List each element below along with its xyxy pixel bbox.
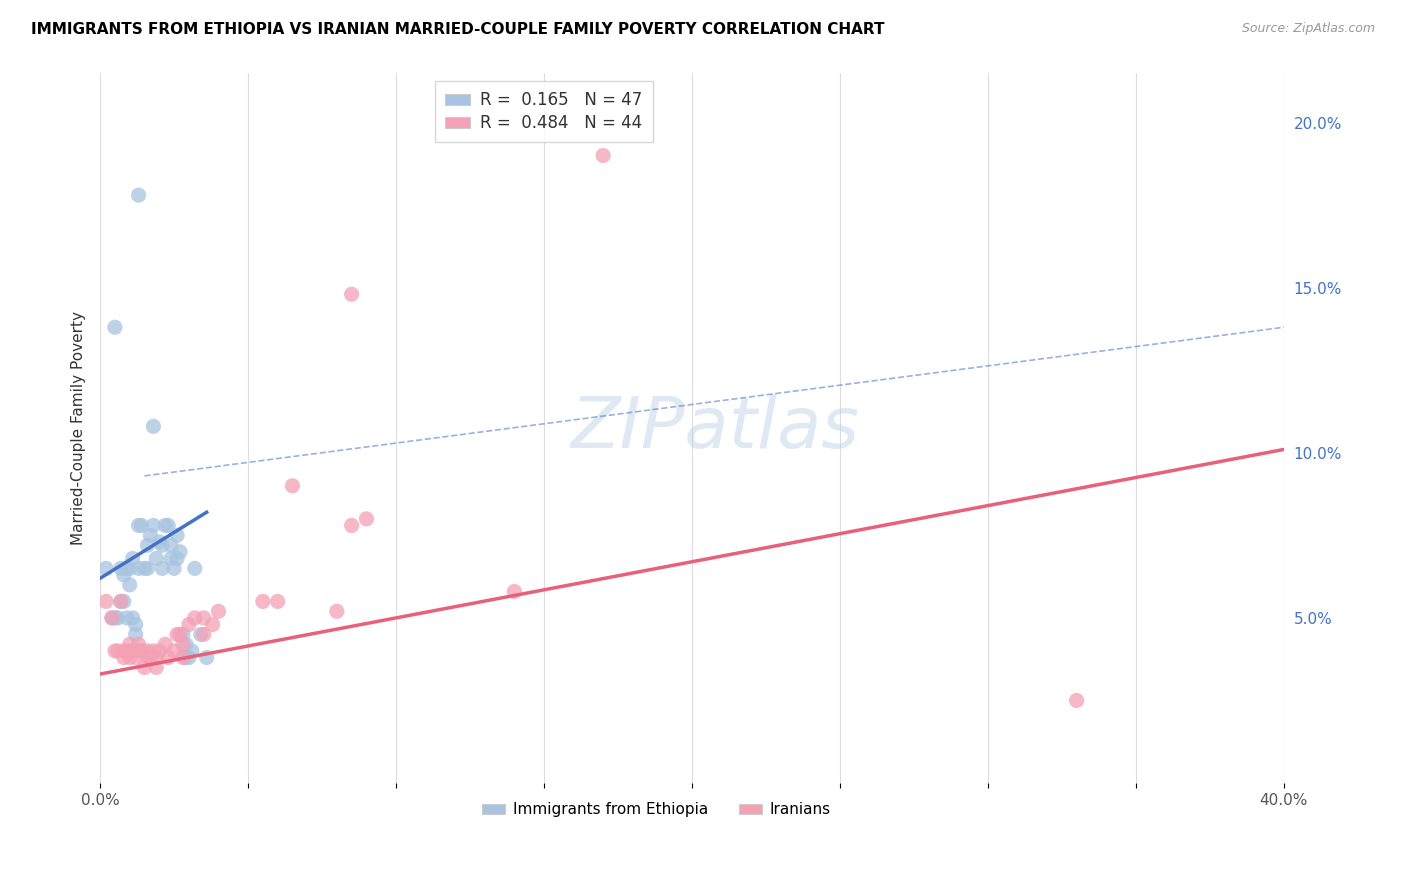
Y-axis label: Married-Couple Family Poverty: Married-Couple Family Poverty — [72, 311, 86, 545]
Point — [184, 611, 207, 625]
Point — [252, 594, 274, 608]
Point — [124, 627, 146, 641]
Point — [177, 617, 200, 632]
Point — [94, 561, 117, 575]
Point — [124, 650, 146, 665]
Point — [110, 594, 132, 608]
Point — [121, 644, 143, 658]
Point — [166, 528, 188, 542]
Point — [131, 518, 153, 533]
Point — [142, 419, 165, 434]
Point — [142, 644, 165, 658]
Point — [195, 650, 218, 665]
Point — [150, 561, 173, 575]
Point — [104, 320, 127, 334]
Point — [136, 650, 159, 665]
Point — [193, 627, 215, 641]
Point — [155, 518, 177, 533]
Point — [340, 287, 363, 301]
Point — [121, 551, 143, 566]
Point — [266, 594, 288, 608]
Legend: Immigrants from Ethiopia, Iranians: Immigrants from Ethiopia, Iranians — [475, 795, 838, 825]
Point — [174, 650, 197, 665]
Point — [157, 650, 180, 665]
Point — [207, 604, 229, 618]
Point — [326, 604, 349, 618]
Point — [136, 561, 159, 575]
Point — [112, 568, 135, 582]
Point — [139, 650, 162, 665]
Point — [128, 637, 150, 651]
Point — [166, 627, 188, 641]
Point — [340, 518, 363, 533]
Point — [131, 644, 153, 658]
Point — [281, 479, 304, 493]
Point — [145, 551, 167, 566]
Point — [142, 518, 165, 533]
Point — [128, 561, 150, 575]
Point — [155, 637, 177, 651]
Point — [157, 518, 180, 533]
Point — [163, 644, 186, 658]
Point — [148, 644, 170, 658]
Point — [115, 611, 138, 625]
Text: ZIPatlas: ZIPatlas — [571, 393, 860, 463]
Point — [139, 528, 162, 542]
Point — [136, 538, 159, 552]
Point — [172, 650, 194, 665]
Point — [136, 644, 159, 658]
Point — [193, 611, 215, 625]
Point — [118, 637, 141, 651]
Point — [356, 512, 378, 526]
Point — [160, 551, 183, 566]
Point — [121, 611, 143, 625]
Point — [184, 561, 207, 575]
Point — [118, 650, 141, 665]
Point — [124, 617, 146, 632]
Point — [172, 637, 194, 651]
Point — [145, 650, 167, 665]
Point — [145, 660, 167, 674]
Point — [503, 584, 526, 599]
Point — [177, 650, 200, 665]
Point — [115, 561, 138, 575]
Point — [134, 660, 156, 674]
Point — [115, 644, 138, 658]
Point — [150, 538, 173, 552]
Point — [101, 611, 124, 625]
Point — [112, 650, 135, 665]
Point — [174, 637, 197, 651]
Point — [190, 627, 212, 641]
Point — [148, 535, 170, 549]
Point — [118, 561, 141, 575]
Point — [110, 561, 132, 575]
Point — [104, 644, 127, 658]
Text: IMMIGRANTS FROM ETHIOPIA VS IRANIAN MARRIED-COUPLE FAMILY POVERTY CORRELATION CH: IMMIGRANTS FROM ETHIOPIA VS IRANIAN MARR… — [31, 22, 884, 37]
Point — [160, 538, 183, 552]
Point — [169, 627, 191, 641]
Point — [166, 551, 188, 566]
Point — [118, 578, 141, 592]
Point — [201, 617, 224, 632]
Point — [592, 148, 614, 162]
Text: Source: ZipAtlas.com: Source: ZipAtlas.com — [1241, 22, 1375, 36]
Point — [112, 644, 135, 658]
Point — [163, 561, 186, 575]
Point — [94, 594, 117, 608]
Point — [169, 545, 191, 559]
Point — [107, 644, 129, 658]
Point — [180, 644, 202, 658]
Point — [104, 611, 127, 625]
Point — [128, 188, 150, 202]
Point — [134, 561, 156, 575]
Point — [1066, 693, 1088, 707]
Point — [112, 594, 135, 608]
Point — [101, 611, 124, 625]
Point — [107, 611, 129, 625]
Point — [172, 627, 194, 641]
Point — [128, 518, 150, 533]
Point — [110, 594, 132, 608]
Point — [128, 644, 150, 658]
